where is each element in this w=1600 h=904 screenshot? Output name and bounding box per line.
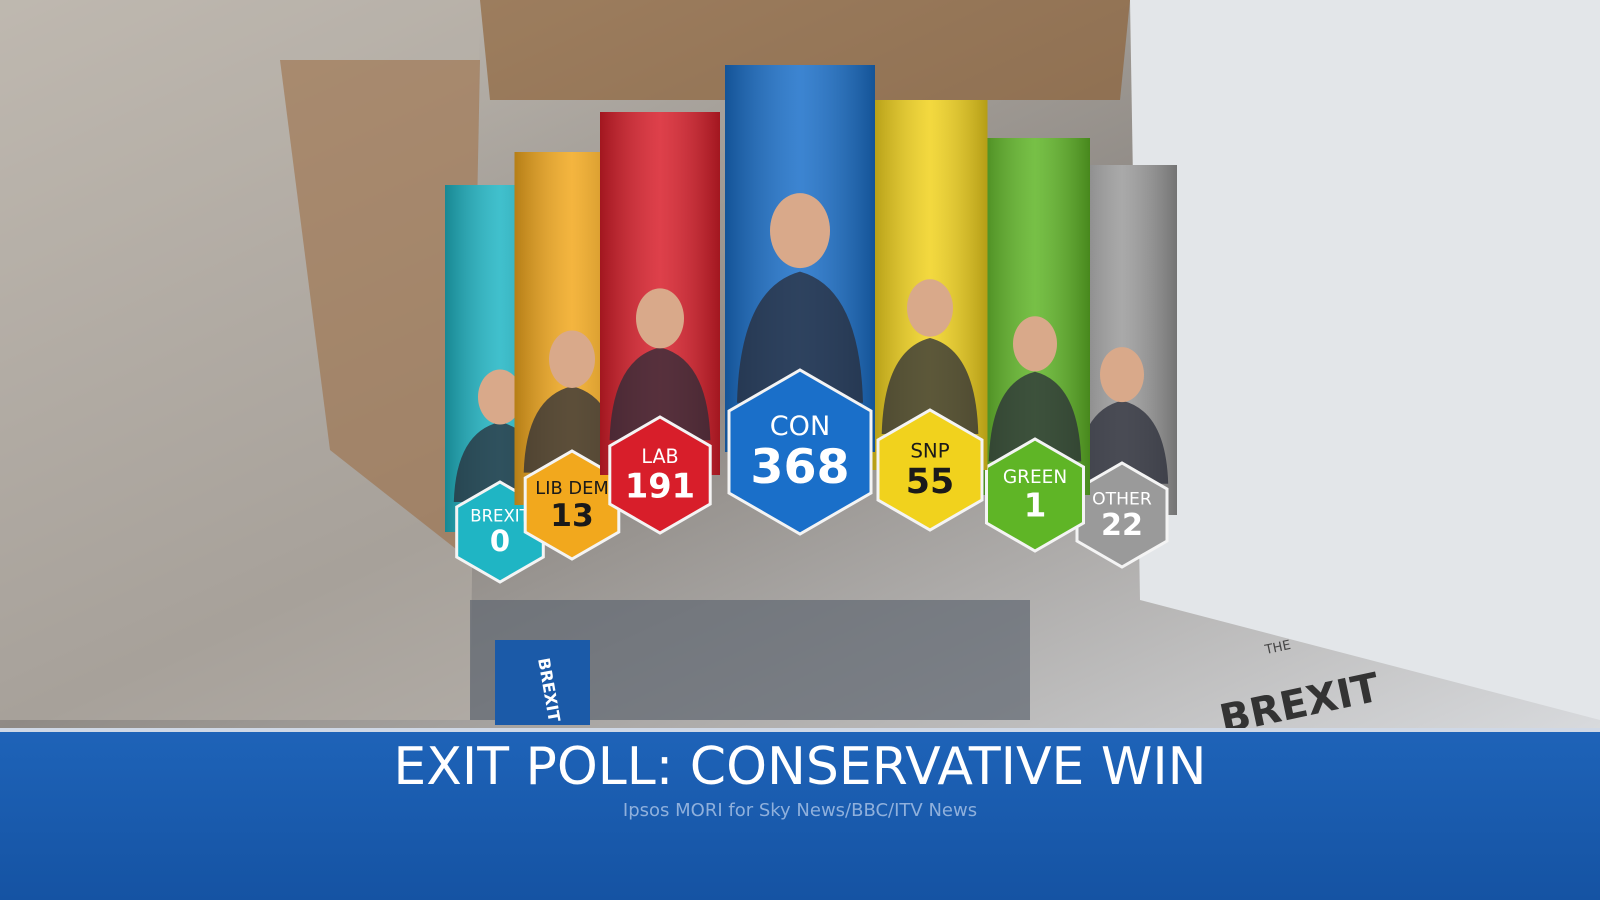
party-name: SNP [910,440,949,463]
lower-third [0,732,1600,900]
seat-badge [985,437,1085,553]
portrait-head [1013,316,1057,372]
seat-badge [727,368,873,536]
portrait-head [1100,347,1144,403]
source: Ipsos MORI for Sky News/BBC/ITV News [623,800,977,821]
headline: EXIT POLL: CONSERVATIVE WIN [393,737,1206,797]
portrait-head [478,369,522,425]
party-name: LIB DEM [535,478,608,499]
right-wall [1130,0,1600,720]
party-name: BREXIT [470,507,530,526]
portrait-body [988,371,1082,462]
party-name: OTHER [1092,489,1152,509]
portrait-body [737,271,863,403]
party-seats: 13 [550,498,594,534]
portrait-head [636,288,684,349]
seat-badge [1075,461,1169,569]
party-seats: 22 [1101,508,1143,543]
portrait-body [1075,400,1169,484]
small-sign [495,640,590,725]
ceiling [480,0,1130,100]
party-seats: 368 [750,440,849,495]
portrait-head [549,330,595,388]
seat-badge [608,415,712,535]
party-seats: 0 [490,524,510,558]
sign-text: THE [1263,638,1292,658]
bar-edge [0,728,1600,732]
seat-badge [523,449,621,561]
staircase [280,60,480,560]
seat-badge [455,480,545,584]
seat-badge [876,408,984,532]
party-seats: 191 [625,466,695,505]
party-seats: 1 [1024,486,1047,524]
portrait-body [523,386,621,473]
party-name: CON [770,411,830,442]
portrait-head [770,193,830,269]
portrait-body [881,338,979,434]
portrait-body [609,347,711,441]
party-name: LAB [641,445,678,468]
portrait-head [907,279,953,337]
party-seats: 55 [906,462,954,502]
party-name: GREEN [1003,467,1067,488]
